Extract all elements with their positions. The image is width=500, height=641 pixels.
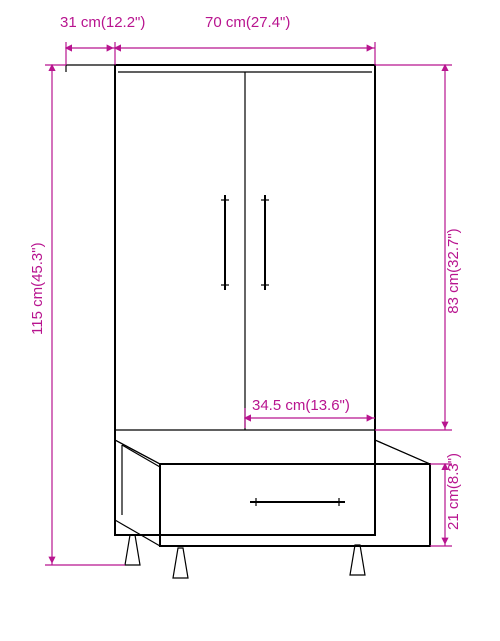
svg-text:70 cm(27.4"): 70 cm(27.4")	[205, 14, 290, 31]
dim-drawer-height: 21 cm(8.3")	[430, 453, 462, 546]
dim-door-width: 34.5 cm(13.6")	[245, 397, 375, 428]
dim-upper-height: 83 cm(32.7")	[375, 65, 462, 430]
svg-text:31 cm(12.2"): 31 cm(12.2")	[60, 14, 145, 31]
svg-text:83 cm(32.7"): 83 cm(32.7")	[445, 228, 462, 313]
dimension-diagram: 31 cm(12.2") 70 cm(27.4") 115 cm(45.3") …	[0, 0, 500, 641]
door-width-cm: 34.5 cm	[252, 397, 305, 414]
door-handle-right	[261, 195, 269, 290]
drawer-height-in: (8.3")	[445, 453, 462, 489]
dim-depth: 31 cm(12.2")	[60, 14, 145, 65]
svg-text:115 cm(45.3"): 115 cm(45.3")	[29, 242, 46, 335]
total-height-cm: 115 cm	[29, 287, 46, 335]
door-handle-left	[221, 195, 229, 290]
drawer-height-cm: 21 cm	[445, 489, 462, 530]
svg-text:34.5 cm(13.6"): 34.5 cm(13.6")	[252, 397, 350, 414]
dim-total-height: 115 cm(45.3")	[29, 65, 125, 565]
total-height-in: (45.3")	[29, 242, 46, 287]
upper-height-cm: 83 cm	[445, 273, 462, 314]
depth-cm: 31 cm	[60, 14, 101, 31]
dim-width: 70 cm(27.4")	[115, 14, 375, 65]
svg-text:21 cm(8.3"): 21 cm(8.3")	[445, 453, 462, 530]
width-in: (27.4")	[246, 14, 291, 31]
drawer-open	[115, 440, 430, 546]
depth-in: (12.2")	[101, 14, 146, 31]
width-cm: 70 cm	[205, 14, 246, 31]
door-width-in: (13.6")	[305, 397, 350, 414]
upper-height-in: (32.7")	[445, 228, 462, 273]
